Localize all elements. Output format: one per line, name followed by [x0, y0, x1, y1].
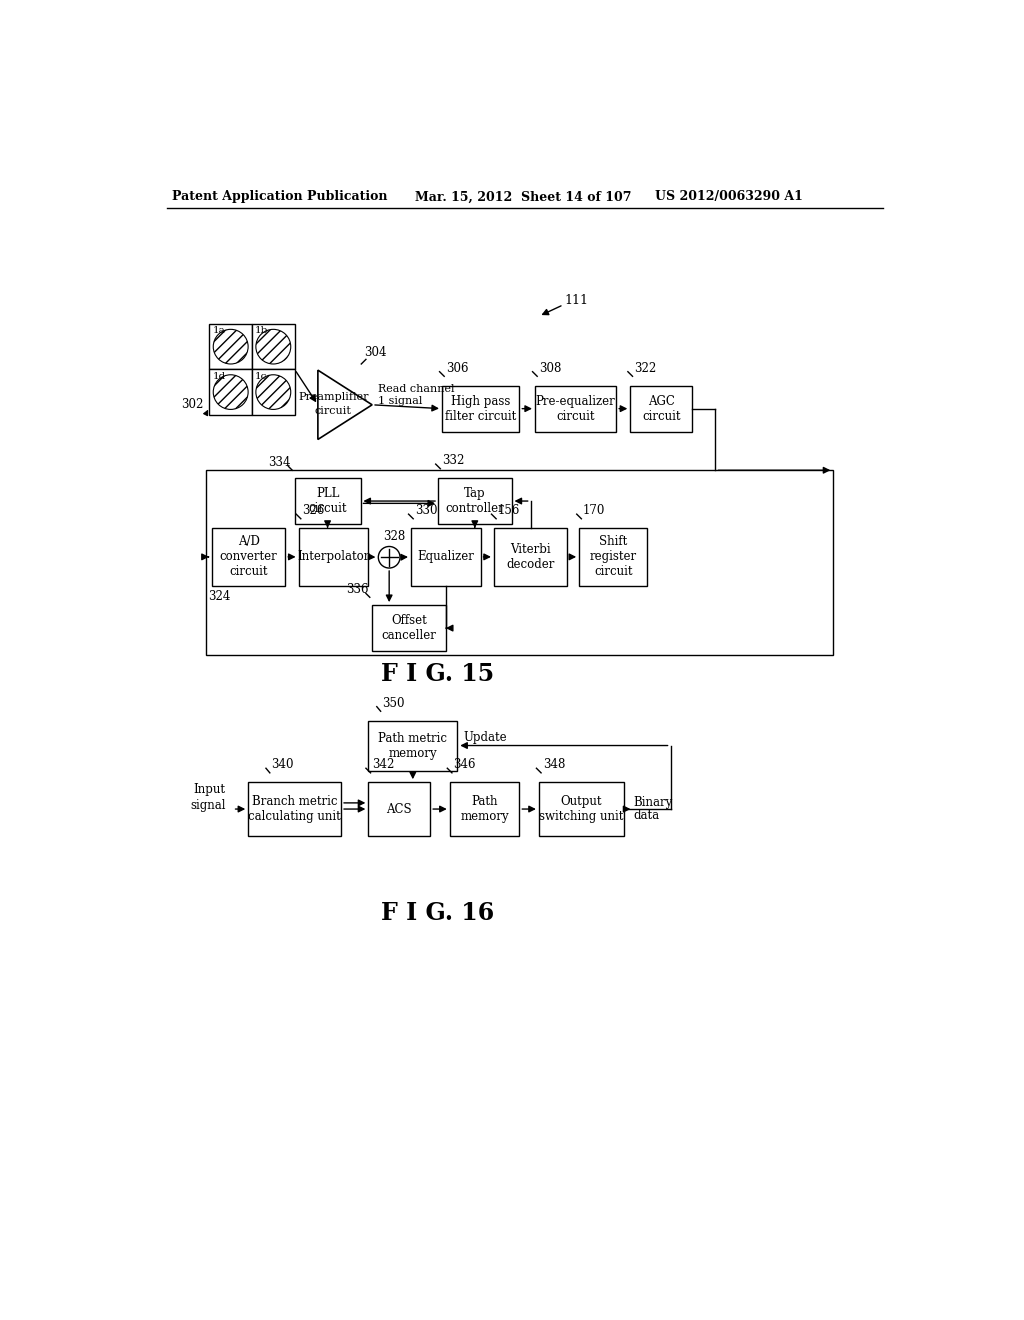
Circle shape — [256, 375, 291, 409]
FancyBboxPatch shape — [411, 528, 480, 586]
Text: Viterbi
decoder: Viterbi decoder — [507, 543, 555, 570]
FancyBboxPatch shape — [206, 470, 834, 655]
Text: 306: 306 — [445, 362, 468, 375]
FancyBboxPatch shape — [252, 323, 295, 370]
Text: 342: 342 — [372, 758, 394, 771]
Text: ACS: ACS — [386, 803, 412, 816]
FancyBboxPatch shape — [535, 385, 616, 432]
Text: 324: 324 — [208, 590, 230, 603]
Circle shape — [256, 330, 291, 364]
Text: Patent Application Publication: Patent Application Publication — [172, 190, 388, 203]
Text: Interpolator: Interpolator — [297, 550, 370, 564]
Text: 348: 348 — [543, 758, 565, 771]
Text: F I G. 16: F I G. 16 — [381, 902, 495, 925]
Text: 332: 332 — [442, 454, 464, 467]
FancyBboxPatch shape — [212, 528, 286, 586]
Text: 302: 302 — [181, 397, 203, 411]
Text: Equalizer: Equalizer — [418, 550, 474, 564]
Text: A/D
converter
circuit: A/D converter circuit — [219, 536, 278, 578]
Text: 330: 330 — [415, 504, 437, 517]
Text: 322: 322 — [634, 362, 656, 375]
Text: Mar. 15, 2012  Sheet 14 of 107: Mar. 15, 2012 Sheet 14 of 107 — [415, 190, 631, 203]
Text: PLL
circuit: PLL circuit — [308, 487, 347, 515]
Text: Path
memory: Path memory — [460, 795, 509, 824]
Text: 328: 328 — [383, 529, 406, 543]
Text: 170: 170 — [583, 504, 605, 517]
Text: 1c: 1c — [255, 372, 267, 380]
FancyBboxPatch shape — [369, 781, 430, 836]
Text: data: data — [633, 809, 659, 822]
Text: 346: 346 — [454, 758, 476, 771]
FancyBboxPatch shape — [209, 323, 252, 370]
Text: 156: 156 — [498, 504, 520, 517]
Text: 308: 308 — [539, 362, 561, 375]
Text: F I G. 15: F I G. 15 — [381, 663, 495, 686]
Text: High pass
filter circuit: High pass filter circuit — [445, 395, 516, 422]
Text: 304: 304 — [365, 346, 387, 359]
FancyBboxPatch shape — [248, 781, 341, 836]
Text: circuit: circuit — [315, 407, 352, 416]
FancyBboxPatch shape — [450, 781, 519, 836]
FancyBboxPatch shape — [295, 478, 360, 524]
Text: 1 signal: 1 signal — [378, 396, 423, 407]
Text: Binary: Binary — [633, 796, 673, 809]
Text: Input
signal: Input signal — [190, 784, 225, 812]
Text: 1a: 1a — [212, 326, 225, 335]
Text: Tap
controller: Tap controller — [445, 487, 504, 515]
FancyBboxPatch shape — [494, 528, 567, 586]
Circle shape — [213, 375, 248, 409]
FancyBboxPatch shape — [372, 605, 445, 651]
Text: Preamplifier: Preamplifier — [298, 392, 369, 403]
FancyBboxPatch shape — [369, 721, 458, 771]
FancyBboxPatch shape — [299, 528, 369, 586]
Text: 350: 350 — [382, 697, 404, 710]
Text: Pre-equalizer
circuit: Pre-equalizer circuit — [536, 395, 615, 422]
FancyBboxPatch shape — [630, 385, 692, 432]
Text: 111: 111 — [564, 294, 589, 308]
Text: 340: 340 — [271, 758, 294, 771]
Circle shape — [213, 330, 248, 364]
FancyBboxPatch shape — [579, 528, 647, 586]
Text: 1b: 1b — [255, 326, 268, 335]
Text: Shift
register
circuit: Shift register circuit — [590, 536, 637, 578]
FancyBboxPatch shape — [252, 370, 295, 414]
Text: 334: 334 — [268, 455, 291, 469]
Text: Offset
canceller: Offset canceller — [382, 614, 436, 642]
Text: AGC
circuit: AGC circuit — [642, 395, 681, 422]
Text: US 2012/0063290 A1: US 2012/0063290 A1 — [655, 190, 803, 203]
FancyBboxPatch shape — [442, 385, 519, 432]
Text: 326: 326 — [302, 504, 325, 517]
Text: 1d: 1d — [212, 372, 225, 380]
Text: Read channel: Read channel — [378, 384, 455, 395]
FancyBboxPatch shape — [209, 370, 252, 414]
Text: Update: Update — [464, 731, 507, 744]
Text: Path metric
memory: Path metric memory — [378, 731, 447, 759]
Text: Branch metric
calculating unit: Branch metric calculating unit — [248, 795, 341, 824]
Text: 336: 336 — [346, 582, 369, 595]
FancyBboxPatch shape — [539, 781, 624, 836]
FancyBboxPatch shape — [438, 478, 512, 524]
Text: Output
switching unit: Output switching unit — [540, 795, 624, 824]
